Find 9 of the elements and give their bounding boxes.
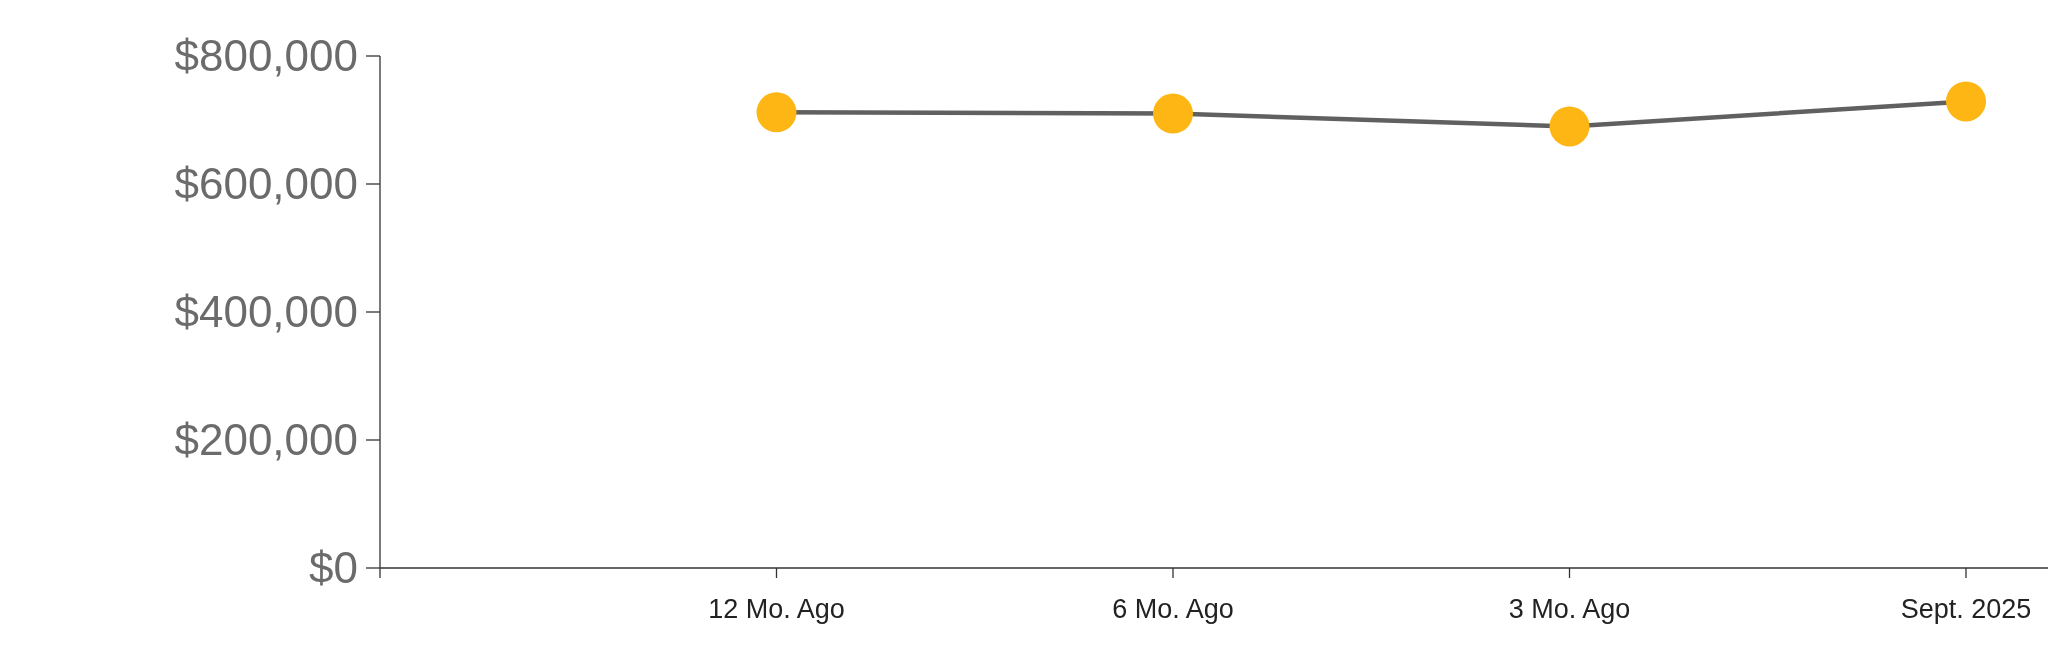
y-tick-label: $400,000	[174, 287, 358, 337]
x-tick-label: Sept. 2025	[1900, 594, 2032, 624]
y-tick-label: $800,000	[174, 31, 358, 81]
x-tick-label: 3 Mo. Ago	[1508, 594, 1631, 624]
x-tick-label: 12 Mo. Ago	[708, 594, 845, 624]
x-tick-label: 6 Mo. Ago	[1112, 594, 1234, 624]
y-tick-label: $600,000	[174, 159, 358, 209]
y-tick-label: $200,000	[174, 415, 358, 465]
y-tick-label: $0	[309, 543, 358, 593]
